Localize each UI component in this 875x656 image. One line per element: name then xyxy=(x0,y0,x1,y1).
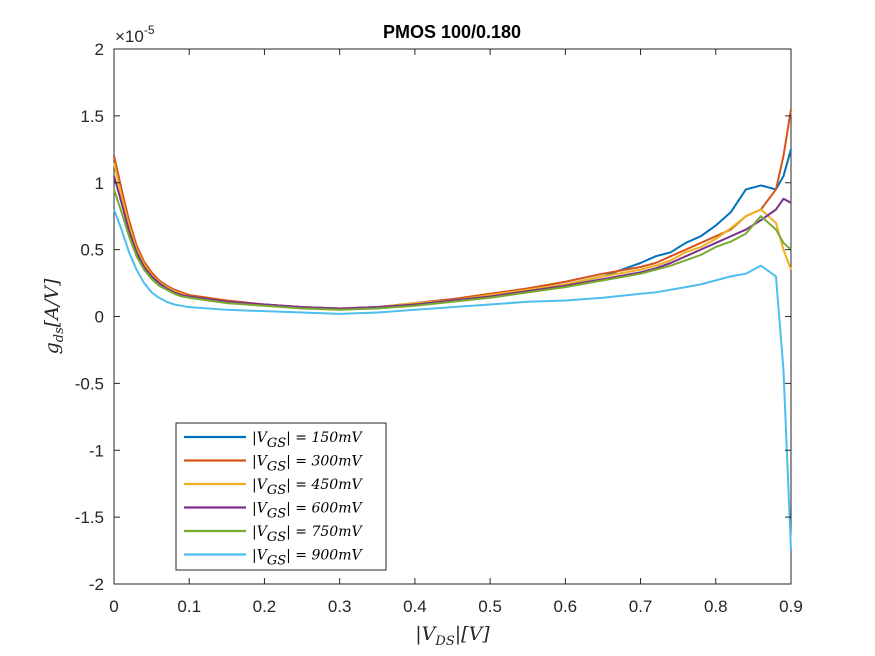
legend-label-0: |VGS​| = 150mV xyxy=(252,430,363,451)
y-tick-label-8: 2 xyxy=(95,40,104,59)
x-tick-label-7: 0.7 xyxy=(629,597,653,616)
legend-label-4: |VGS​| = 750mV xyxy=(252,524,363,545)
x-tick-label-6: 0.6 xyxy=(554,597,578,616)
x-tick-label-0: 0 xyxy=(109,597,118,616)
series-line-5 xyxy=(113,209,792,551)
legend-box xyxy=(175,422,387,571)
x-tick-label-3: 0.3 xyxy=(328,597,352,616)
y-exponent-label: ×10-5 xyxy=(115,23,155,46)
y-tick-label-7: 1.5 xyxy=(80,107,104,126)
x-axis-label-text: |VDS​|[V] xyxy=(415,623,490,649)
tick-layer: 0 0.1 0.2 0.3 0.4 0.5 0.6 0.7 0.8 0.9 -2 -1.5 -1 -0.5… xyxy=(75,40,803,616)
series-line-3 xyxy=(113,175,792,310)
legend-label-1: |VGS​| = 300mV xyxy=(252,454,363,475)
legend-label-3: |VGS​| = 600mV xyxy=(252,501,363,522)
y-tick-label-1: -1.5 xyxy=(75,508,104,527)
legend: |VGS​| = 150mV |VGS​| = 300mV|VGS​| = 450… xyxy=(175,422,387,571)
y-tick-label-5: 0.5 xyxy=(80,241,104,260)
y-tick-label-3: -0.5 xyxy=(75,374,104,393)
x-tick-label-2: 0.2 xyxy=(253,597,277,616)
x-axis-label: |VDS​|[V] xyxy=(415,623,490,649)
y-exponent-base: ×10 xyxy=(115,27,144,46)
x-tick-label-4: 0.4 xyxy=(403,597,427,616)
y-axis-label-text: gds​[A/V] xyxy=(41,278,67,354)
y-exponent-power: -5 xyxy=(144,23,155,37)
y-tick-label-0: -2 xyxy=(89,575,104,594)
x-tick-label-5: 0.5 xyxy=(478,597,502,616)
series-line-4 xyxy=(113,189,792,311)
legend-label-2: |VGS​| = 450mV xyxy=(252,477,363,498)
chart-title: PMOS 100/0.180 xyxy=(383,22,521,42)
y-axis-label: gds​[A/V] xyxy=(41,278,67,354)
series-layer xyxy=(113,109,792,551)
legend-label-5: |VGS​| = 900mV xyxy=(252,548,363,569)
y-tick-label-6: 1 xyxy=(95,174,104,193)
x-tick-label-8: 0.8 xyxy=(704,597,728,616)
x-tick-label-9: 0.9 xyxy=(779,597,803,616)
y-tick-label-2: -1 xyxy=(89,441,104,460)
x-tick-label-1: 0.1 xyxy=(177,597,201,616)
y-tick-label-4: 0 xyxy=(95,308,104,327)
